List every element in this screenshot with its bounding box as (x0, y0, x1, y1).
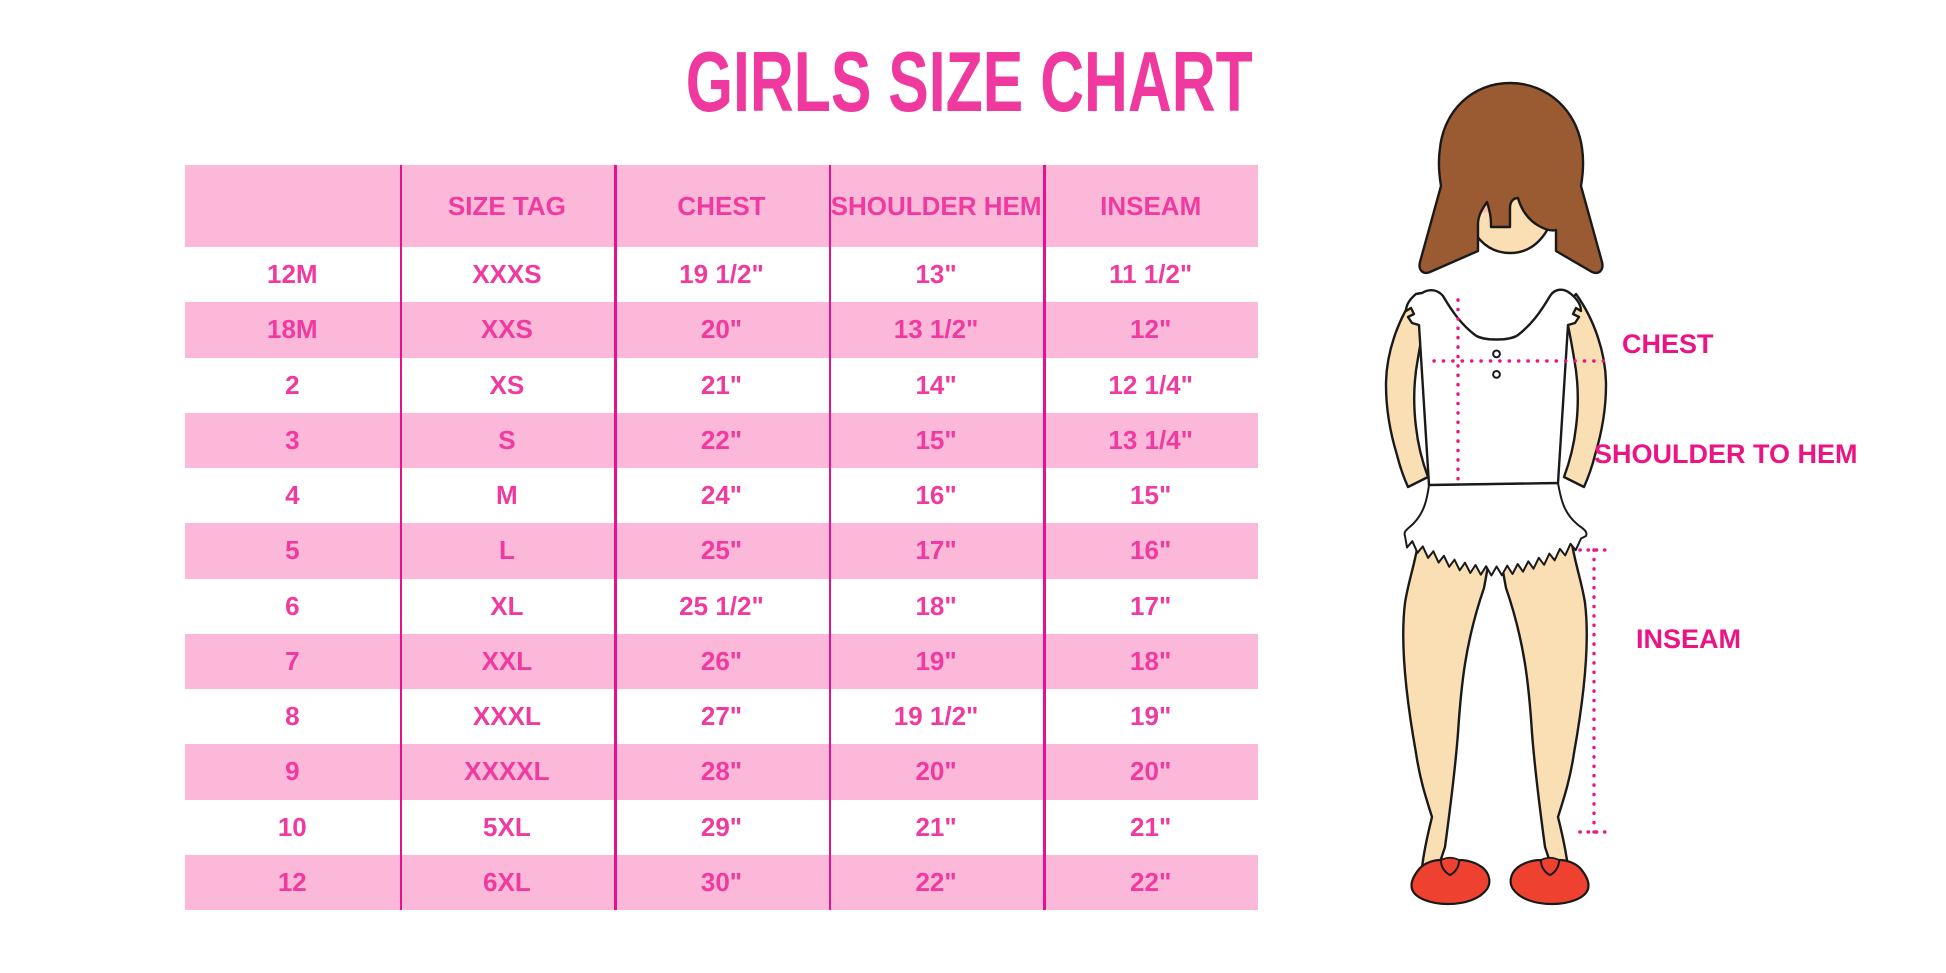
svg-text:INSEAM: INSEAM (1636, 624, 1741, 654)
svg-text:SHOULDER TO HEM: SHOULDER TO HEM (1594, 439, 1858, 469)
svg-text:CHEST: CHEST (1622, 329, 1714, 359)
